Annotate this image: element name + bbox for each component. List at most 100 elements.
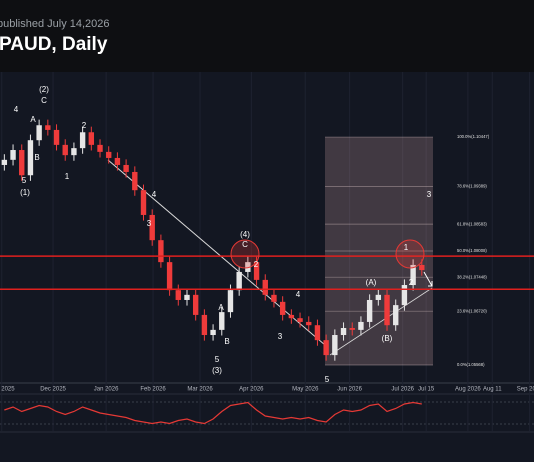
oscillator-line <box>4 401 422 425</box>
candle-body <box>262 279 268 295</box>
candle-body <box>219 312 225 330</box>
candle-body <box>175 290 181 300</box>
candle-body <box>106 151 112 158</box>
candle-body <box>375 294 382 300</box>
wave-label: 4 <box>296 290 301 299</box>
candle-body <box>236 271 242 291</box>
wave-label: (2) <box>39 85 49 94</box>
candle-body <box>314 325 321 341</box>
candle-body <box>79 132 86 149</box>
wave-label: 2 <box>409 278 414 287</box>
chart-bg <box>0 72 534 462</box>
candle-body <box>140 190 147 215</box>
x-tick-label: Jun 2026 <box>337 387 362 393</box>
candle-body <box>149 214 155 241</box>
x-tick-label: Sep 2026 <box>517 387 534 393</box>
candle-body <box>123 164 129 172</box>
candle-body <box>27 140 34 176</box>
candle-body <box>419 264 425 271</box>
candle-body <box>192 294 199 315</box>
candle-body <box>132 171 138 191</box>
wave-label: 1 <box>404 243 409 252</box>
candle-body <box>201 314 208 336</box>
candle-body <box>114 157 121 165</box>
candle-body <box>71 148 77 156</box>
x-tick-label: Aug 11 <box>483 387 502 393</box>
wave-label: (A) <box>366 278 377 287</box>
x-tick-label: Jul 2026 <box>391 387 414 393</box>
x-tick-label: Feb 2026 <box>140 387 166 393</box>
wave-label: (B) <box>382 334 393 343</box>
x-tick-label: Jan 2026 <box>94 387 119 393</box>
x-tick-label: Jul 15 <box>418 387 435 393</box>
candle-body <box>366 299 373 322</box>
fib-retracement: 100.0%(1.10447) 78.6%(1.09389) 61.8%(1.085… <box>325 134 490 367</box>
candle-body <box>332 335 338 356</box>
grid <box>1 72 531 432</box>
candle-body <box>306 321 312 326</box>
wave-label: C <box>242 240 248 249</box>
candle-body <box>158 240 164 263</box>
arrow <box>423 271 433 287</box>
fib-label: 78.6%(1.09389) <box>457 184 487 189</box>
wave-label: (1) <box>20 188 30 197</box>
wave-label: 1 <box>65 172 70 181</box>
candle-body <box>1 159 8 165</box>
candle-body <box>393 305 399 326</box>
x-tick-label: Mar 2026 <box>187 387 213 393</box>
candle-body <box>349 328 355 330</box>
levels <box>0 255 534 290</box>
wave-label: 4 <box>14 105 19 114</box>
candle-body <box>288 314 295 319</box>
candle-body <box>97 144 103 152</box>
wave-label: B <box>34 153 39 162</box>
candle-body <box>36 125 42 141</box>
x-tick-label: May 2026 <box>292 387 319 393</box>
candle-body <box>253 262 260 280</box>
candle-body <box>340 328 347 336</box>
candle-body <box>62 144 68 156</box>
highlight-circle <box>395 239 425 269</box>
candle-body <box>279 301 286 315</box>
candle-body <box>45 125 51 130</box>
x-tick-label: Dec 2025 <box>40 387 66 393</box>
candle-body <box>358 321 364 330</box>
candle-body <box>210 329 216 336</box>
candle-body <box>271 294 277 302</box>
candle-body <box>10 150 16 160</box>
candle-body <box>323 340 329 356</box>
oscillator <box>4 401 422 425</box>
candle-body <box>245 262 251 272</box>
fib-label: 100.0%(1.10447) <box>457 134 490 139</box>
highlight-circle <box>230 239 260 269</box>
wave-label: 2 <box>254 260 259 269</box>
fib-label: 38.2%(1.07448) <box>457 274 487 279</box>
x-tick-label: Nov 2025 <box>0 387 15 393</box>
chart-title: PAUD, Daily <box>0 34 108 55</box>
wave-label: A <box>30 115 36 124</box>
fib-label: 61.8%(1.08583) <box>457 221 487 226</box>
wave-label: 3 <box>147 219 152 228</box>
wave-label: (3) <box>212 366 222 375</box>
wave-label: A <box>218 303 224 312</box>
fib-label: 50.0%(1.08008) <box>457 248 487 253</box>
wave-label: 5 <box>325 375 330 384</box>
wave-label: B <box>224 337 229 346</box>
x-tick-label: Apr 2026 <box>239 387 264 393</box>
wave-label: (4) <box>240 230 250 239</box>
candle-body <box>184 294 190 300</box>
header-bg <box>0 0 534 72</box>
candle-body <box>384 294 390 326</box>
wave-label: 5 <box>215 355 220 364</box>
chart-subtitle: published July 14,2026 <box>0 18 110 30</box>
wave-label: 3 <box>427 190 432 199</box>
candle-body <box>297 318 303 322</box>
candle-body <box>19 150 25 176</box>
candle-body <box>88 132 95 145</box>
x-axis: Nov 2025 Dec 2025 Jan 2026 Feb 2026 Mar 2026… <box>0 387 534 393</box>
candle-body <box>53 129 60 145</box>
wave-label: 2 <box>82 121 87 130</box>
wave-label: 5 <box>22 176 27 185</box>
